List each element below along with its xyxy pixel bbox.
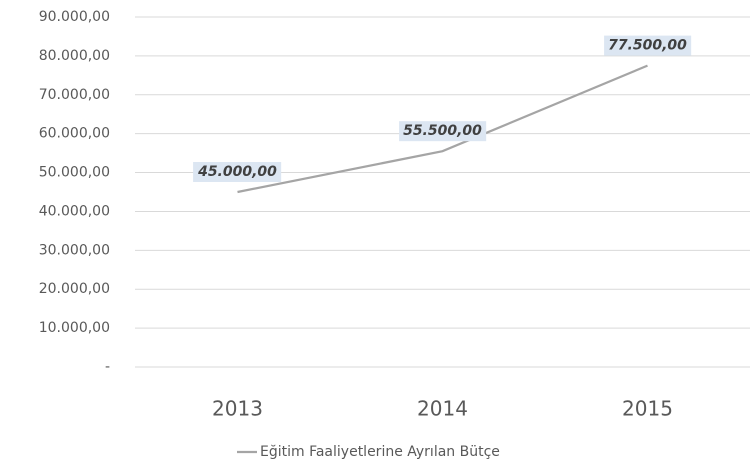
y-tick-label: 70.000,00 <box>39 87 110 103</box>
y-tick-label: 10.000,00 <box>39 320 110 336</box>
y-tick-label: 50.000,00 <box>39 165 110 181</box>
x-tick-label: 2014 <box>417 397 468 421</box>
data-label-box <box>193 162 282 182</box>
y-tick-label: - <box>105 359 110 375</box>
x-tick-label: 2013 <box>212 397 263 421</box>
data-label: 77.500,00 <box>608 38 687 54</box>
y-tick-label: 90.000,00 <box>39 9 110 25</box>
data-label: 55.500,00 <box>403 123 482 139</box>
x-tick-label: 2015 <box>622 397 673 421</box>
y-tick-label: 30.000,00 <box>39 242 110 258</box>
data-label-box <box>399 121 487 142</box>
legend-label: Eğitim Faaliyetlerine Ayrılan Bütçe <box>260 444 500 460</box>
y-tick-label: 20.000,00 <box>39 281 110 297</box>
series-line <box>237 64 648 194</box>
y-tick-label: 60.000,00 <box>39 126 110 142</box>
y-tick-label: 40.000,00 <box>39 203 110 219</box>
y-tick-label: 80.000,00 <box>39 48 110 64</box>
data-label-box <box>604 35 692 56</box>
data-label: 45.000,00 <box>197 164 277 180</box>
